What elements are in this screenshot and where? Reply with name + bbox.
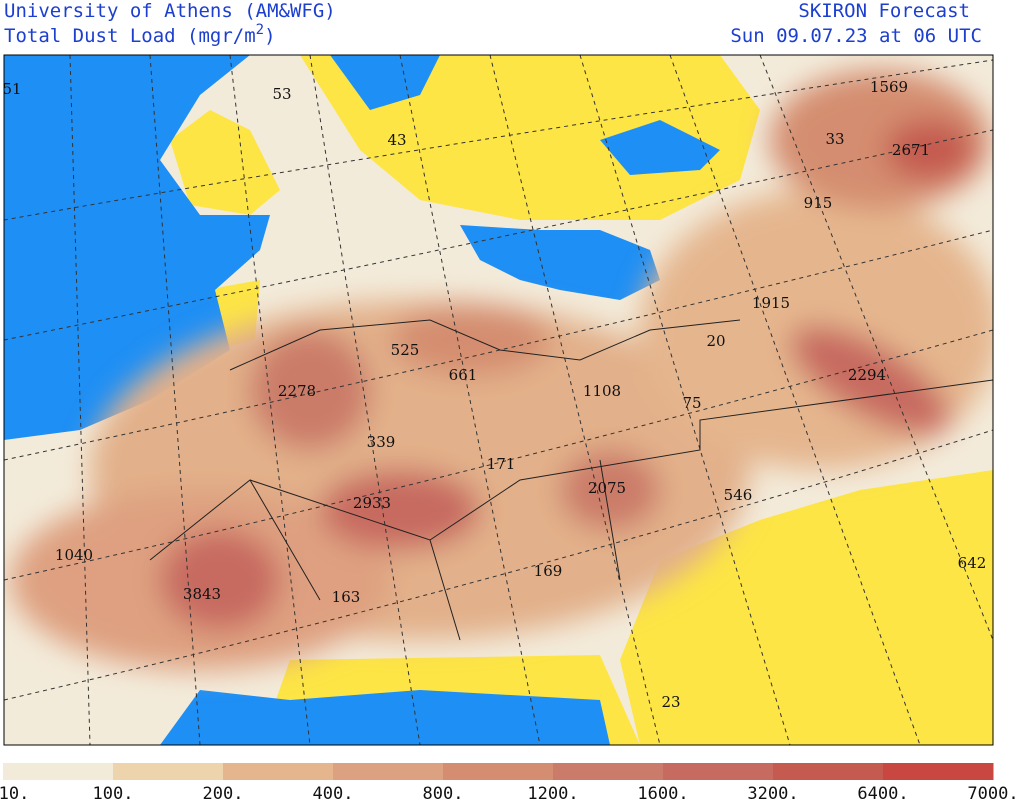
map-value-label: 75 — [682, 394, 701, 412]
map-value-label: 20 — [706, 332, 725, 350]
colorbar-label: 400. — [313, 784, 354, 799]
colorbar-swatch — [663, 763, 774, 780]
map-value-label: 23 — [661, 693, 680, 711]
colorbar-label: 1200. — [527, 784, 578, 799]
colorbar-swatch — [333, 763, 444, 780]
header-left-title: University of Athens (AM&WFG) — [4, 0, 336, 22]
colorbar: 10. 100. 200. 400. 800. 1200. 1600. 3200. 6400. 7… — [0, 763, 1019, 799]
map-value-label: 53 — [272, 85, 291, 103]
header-right-title: SKIRON Forecast — [798, 0, 970, 22]
dust-field — [10, 70, 993, 670]
colorbar-swatch — [443, 763, 554, 780]
map-value-label: 33 — [825, 130, 844, 148]
map-value-label: 171 — [487, 455, 516, 473]
map-value-label: 2075 — [588, 479, 626, 497]
colorbar-label: 800. — [423, 784, 464, 799]
map-value-label: 2671 — [892, 141, 930, 159]
map-value-label: 2933 — [353, 494, 391, 512]
colorbar-swatch — [113, 763, 224, 780]
britain-clean — [170, 110, 280, 215]
map-value-label: 642 — [958, 554, 987, 572]
black-sea — [600, 120, 720, 175]
map: 51 53 43 1569 33 2671 915 1915 525 20 2278 661 1108 7… — [2, 55, 993, 745]
map-value-label: 2294 — [848, 366, 886, 384]
map-labels: 51 53 43 1569 33 2671 915 1915 525 20 2278 661 1108 7… — [2, 78, 987, 711]
map-value-label: 525 — [391, 341, 420, 359]
map-value-label: 915 — [804, 194, 833, 212]
gulf-of-guinea — [160, 690, 610, 745]
map-value-label: 661 — [449, 366, 478, 384]
map-value-label: 43 — [387, 131, 406, 149]
colorbar-label: 100. — [93, 784, 134, 799]
map-value-label: 169 — [534, 562, 563, 580]
colorbar-swatch — [223, 763, 334, 780]
mediterranean — [460, 225, 660, 300]
colorbar-label: 10. — [0, 784, 29, 799]
map-value-label: 1108 — [583, 382, 621, 400]
borders — [149, 319, 993, 641]
header-right-subtitle: Sun 09.07.23 at 06 UTC — [730, 25, 982, 47]
map-value-label: 1569 — [870, 78, 908, 96]
map-value-label: 339 — [367, 433, 396, 451]
colorbar-label: 200. — [203, 784, 244, 799]
colorbar-label: 1600. — [637, 784, 688, 799]
north-sea — [330, 55, 440, 110]
map-value-label: 546 — [724, 486, 753, 504]
colorbar-swatch — [883, 763, 994, 780]
colorbar-label: 3200. — [747, 784, 798, 799]
header-left-subtitle: Total Dust Load (mgr/m2) — [4, 22, 276, 47]
map-value-label: 51 — [2, 80, 21, 98]
map-value-label: 163 — [332, 588, 361, 606]
graticule — [4, 55, 993, 745]
colorbar-swatch — [3, 763, 114, 780]
map-value-label: 1040 — [55, 546, 93, 564]
colorbar-label: 7000. — [967, 784, 1018, 799]
colorbar-swatch — [773, 763, 884, 780]
colorbar-swatch — [553, 763, 664, 780]
map-value-label: 1915 — [752, 294, 790, 312]
map-frame — [3, 54, 994, 746]
colorbar-label: 6400. — [857, 784, 908, 799]
map-value-label: 2278 — [278, 382, 316, 400]
map-value-label: 3843 — [183, 585, 221, 603]
